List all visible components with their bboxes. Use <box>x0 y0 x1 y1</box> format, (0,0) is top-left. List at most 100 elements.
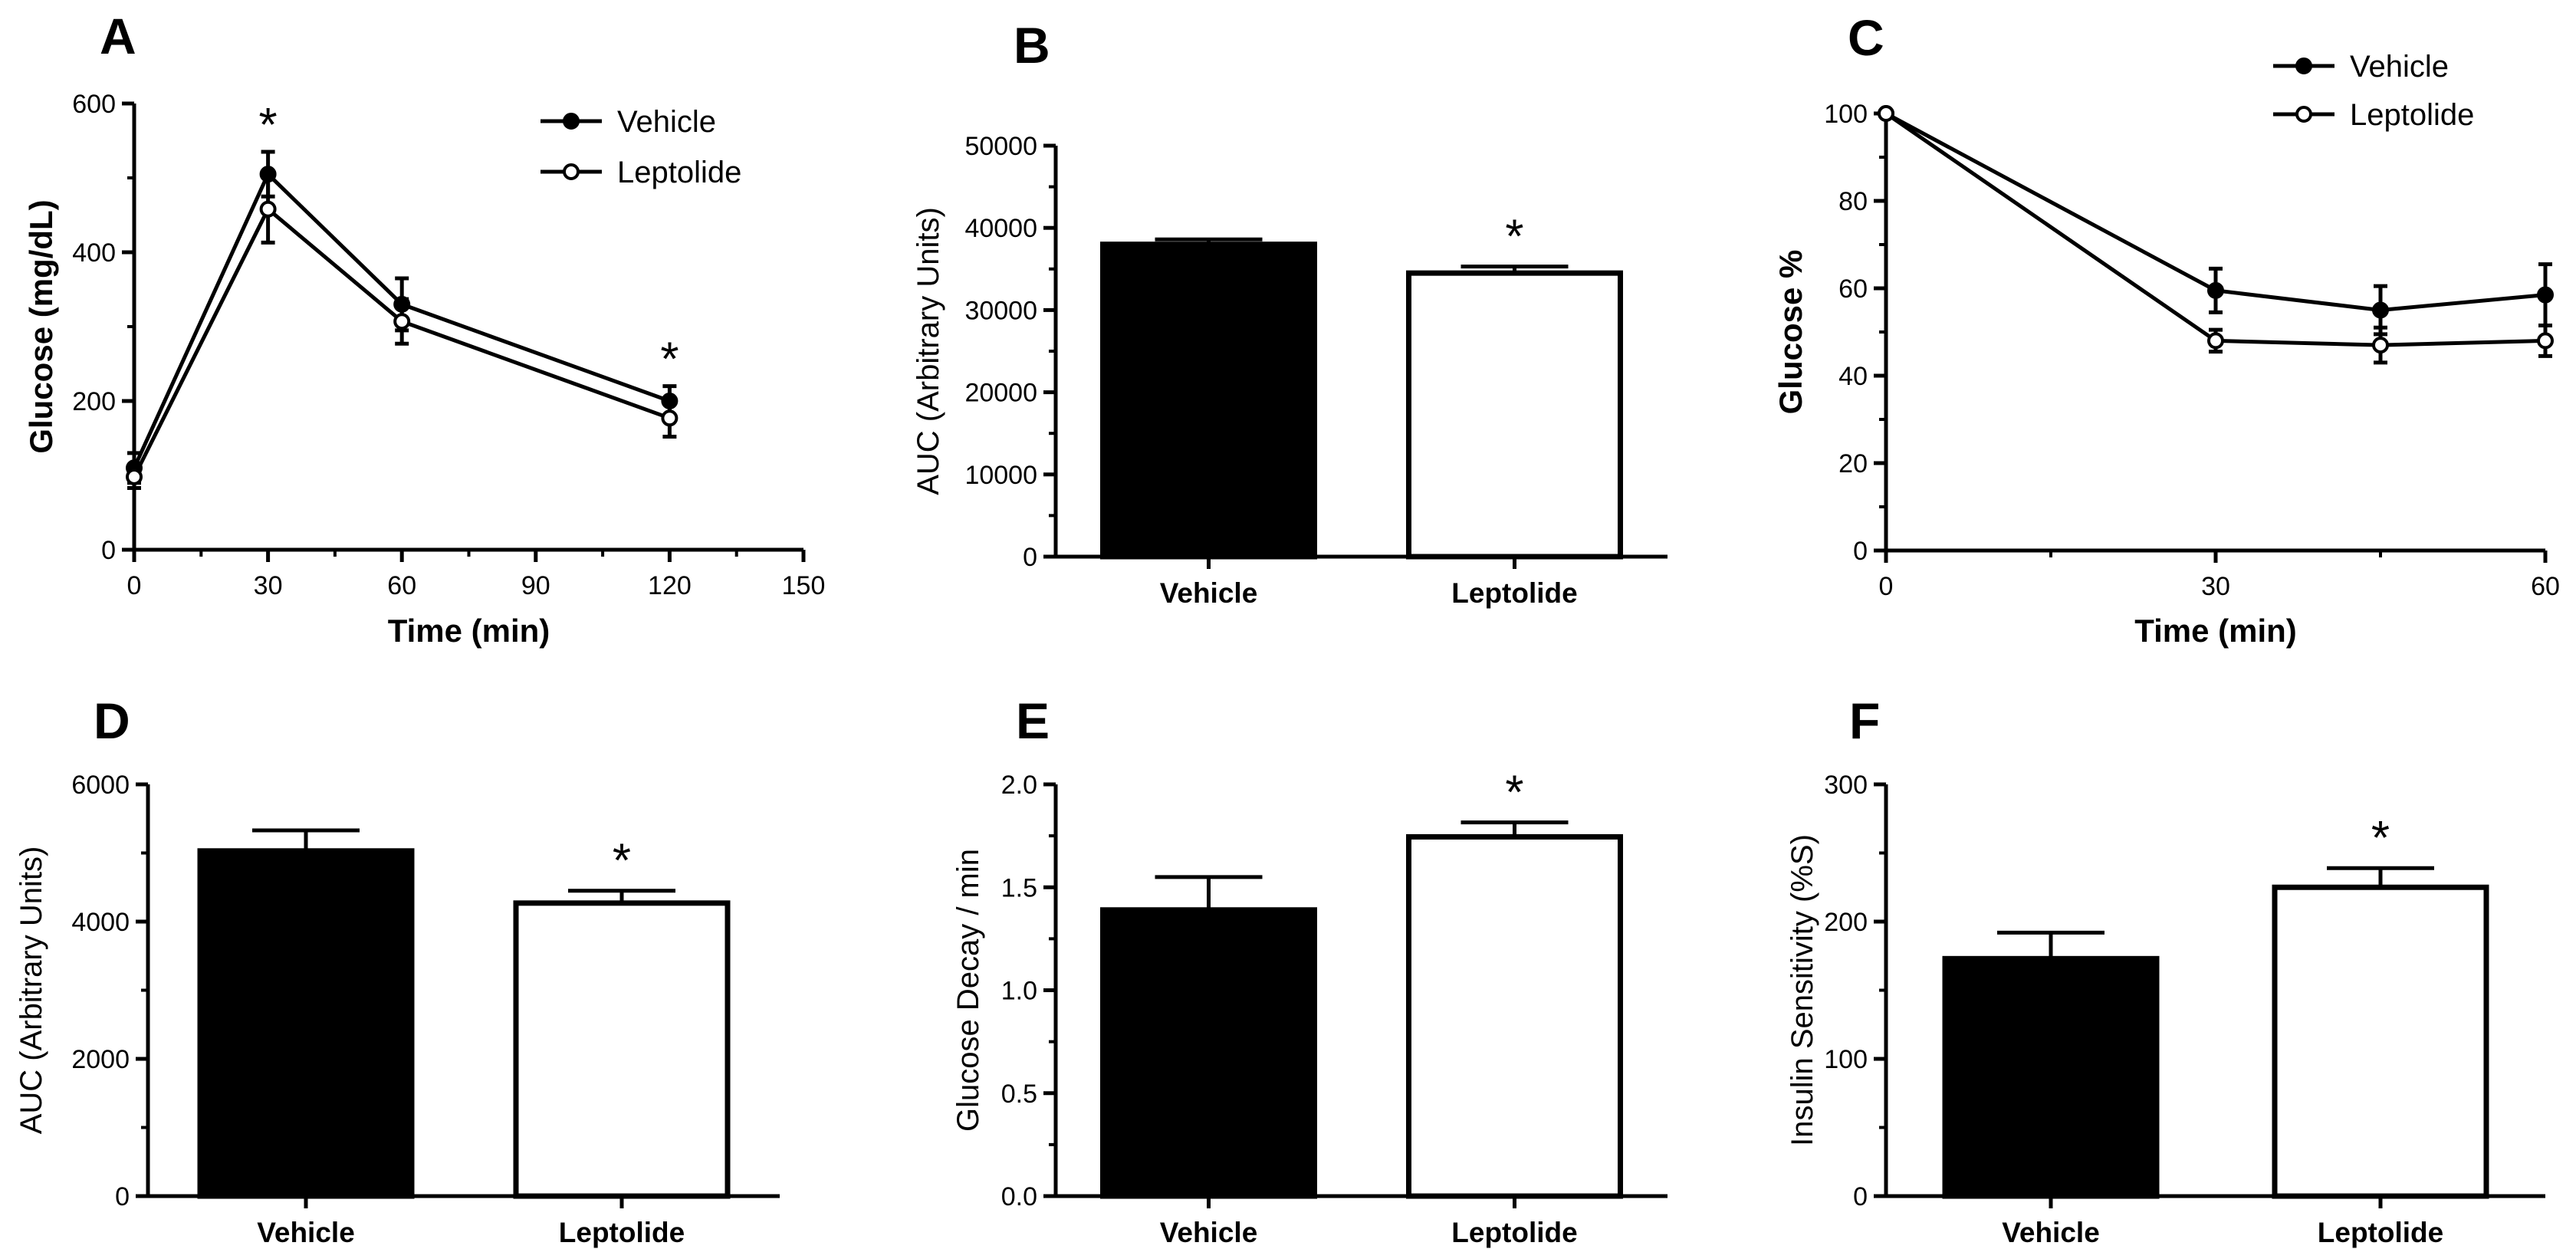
panel-a-data-point-leptolide <box>661 409 678 427</box>
panel-a-series-line-vehicle <box>132 170 671 469</box>
panel-b-y-tick-label: 50000 <box>964 132 1037 161</box>
panel-c-legend-marker-vehicle <box>2295 58 2312 74</box>
panel-letter-f: F <box>1849 692 1880 749</box>
panel-a-legend-marker-vehicle <box>563 113 580 130</box>
panel-d-bar-vehicle <box>197 848 415 1199</box>
panel-e-category-label: Leptolide <box>1451 1217 1577 1248</box>
panel-letter-c: C <box>1848 9 1884 66</box>
panel-b-significance-star: * <box>1505 211 1523 264</box>
panel-letter-b: B <box>1014 17 1050 74</box>
panel-b-y-tick-label: 0 <box>1023 543 1037 572</box>
panel-a-legend-label-vehicle: Vehicle <box>617 105 716 139</box>
panel-c-y-tick-label: 100 <box>1824 100 1868 129</box>
panel-c-x-tick-label: 60 <box>2531 572 2560 601</box>
panel-c-x-axis-title: Time (min) <box>2134 613 2297 649</box>
panel-f-bar-leptolide <box>2272 884 2489 1199</box>
panel-f-bar-vehicle <box>1942 955 2160 1199</box>
panel-f-y-tick-label: 200 <box>1824 908 1868 937</box>
panel-e-y-tick-label: 1.0 <box>1001 977 1037 1006</box>
panel-e-y-tick-label: 1.5 <box>1001 873 1037 902</box>
panel-c-legend-marker-leptolide <box>2295 106 2312 123</box>
panel-b-y-tick-label: 10000 <box>964 461 1037 490</box>
panel-b-y-tick-label: 30000 <box>964 296 1037 325</box>
panel-c-series-line-leptolide <box>1884 111 2546 347</box>
panel-f-significance-star: * <box>2371 812 2390 865</box>
panel-b-y-tick-label: 40000 <box>964 214 1037 243</box>
panel-c-data-point-leptolide <box>1878 105 1894 122</box>
panel-c-data-point-leptolide <box>2372 337 2389 354</box>
panel-d-category-label: Vehicle <box>257 1217 355 1248</box>
panel-c-series-line-vehicle <box>1884 111 2546 313</box>
panel-f-category-label: Leptolide <box>2318 1217 2443 1248</box>
panel-a-x-tick-label: 60 <box>387 571 416 600</box>
panel-c-legend-label-leptolide: Leptolide <box>2350 98 2474 132</box>
panel-a-significance-star: * <box>259 99 278 152</box>
panel-c-data-point-vehicle <box>2207 281 2224 299</box>
panel-d-y-tick-label: 4000 <box>71 908 130 937</box>
panel-f-y-tick-label: 0 <box>1853 1182 1868 1211</box>
panel-a-data-point-vehicle <box>393 295 411 313</box>
panel-a-legend-label-leptolide: Leptolide <box>617 156 741 189</box>
panel-b-y-tick-label: 20000 <box>964 379 1037 408</box>
panel-f-category-label: Vehicle <box>2002 1217 2100 1248</box>
panel-a-y-tick-label: 400 <box>72 238 116 268</box>
panel-c-y-axis-title: Glucose % <box>1773 250 1809 415</box>
panel-c-y-tick-label: 40 <box>1838 362 1868 391</box>
panel-c-y-tick-label: 0 <box>1853 537 1868 566</box>
panel-e-y-axis-title: Glucose Decay / min <box>951 849 985 1132</box>
panel-a-x-tick-label: 120 <box>648 571 692 600</box>
panel-e-bar-leptolide <box>1406 833 1623 1199</box>
panel-d-significance-star: * <box>613 835 631 888</box>
panel-c-legend-label-vehicle: Vehicle <box>2350 50 2449 84</box>
panel-a-legend-marker-leptolide <box>563 163 580 180</box>
panel-a-x-tick-label: 150 <box>782 571 826 600</box>
panel-b-bar-leptolide <box>1406 270 1623 560</box>
panel-e-bar-vehicle <box>1100 907 1317 1199</box>
panel-a-x-axis-title: Time (min) <box>388 613 550 649</box>
panel-c-x-tick-label: 0 <box>1879 572 1894 601</box>
panel-d-y-tick-label: 0 <box>115 1182 130 1211</box>
panel-c-y-tick-label: 20 <box>1838 449 1868 478</box>
panel-e-y-tick-label: 2.0 <box>1001 771 1037 800</box>
panel-e-significance-star: * <box>1505 767 1523 820</box>
panel-c-line-chart: 0 20 40 60 80 100 Glucose % 0 30 60 Time (min) Vehi… <box>1773 50 2560 649</box>
panel-c-x-tick-label: 30 <box>2201 572 2230 601</box>
panel-c-y-tick-label: 60 <box>1838 274 1868 304</box>
panel-a-data-point-vehicle <box>661 393 678 409</box>
panel-d-bar-leptolide <box>513 900 731 1199</box>
panel-e-y-tick-label: 0.0 <box>1001 1182 1037 1211</box>
panel-a-y-tick-label: 600 <box>72 90 116 119</box>
panel-c-y-tick-label: 80 <box>1838 187 1868 216</box>
panel-c-data-point-vehicle <box>2537 286 2554 304</box>
panel-a-y-tick-label: 200 <box>72 387 116 416</box>
panel-f-y-tick-label: 300 <box>1824 771 1868 800</box>
panel-a-significance-star: * <box>660 334 678 386</box>
panel-b-category-label: Leptolide <box>1451 577 1577 609</box>
panel-b-bar-chart: 0 10000 20000 30000 40000 50000 AUC (Arbitrary… <box>912 132 1668 609</box>
panel-a-data-point-leptolide <box>126 468 143 485</box>
panel-b-category-label: Vehicle <box>1160 577 1258 609</box>
panel-f-y-axis-title: Insulin Sensitivity (%S) <box>1786 834 1819 1146</box>
panel-b-y-axis-title: AUC (Arbitrary Units) <box>912 207 945 495</box>
panel-c-data-point-vehicle <box>2372 301 2389 319</box>
panel-e-y-tick-label: 0.5 <box>1001 1080 1037 1109</box>
panel-letter-a: A <box>100 8 136 64</box>
panel-d-y-axis-title: AUC (Arbitrary Units) <box>15 846 48 1135</box>
panel-a-data-point-leptolide <box>259 200 277 218</box>
panel-c-data-point-leptolide <box>2537 332 2554 350</box>
panel-d-y-tick-label: 2000 <box>71 1045 130 1074</box>
panel-a-line-chart: 0 200 400 600 Glucose (mg/dL) 0 30 60 90 120 150 Ti… <box>23 90 825 649</box>
panel-e-bar-chart: 0.0 0.5 1.0 1.5 2.0 Glucose Decay / min Vehicl… <box>951 767 1668 1248</box>
panel-a-data-point-vehicle <box>259 166 277 183</box>
panel-f-bar-chart: 0 100 200 300 Insulin Sensitivity (%S) Vehicl… <box>1786 771 2545 1248</box>
panel-e-category-label: Vehicle <box>1160 1217 1258 1248</box>
panel-f-y-tick-label: 100 <box>1824 1045 1868 1074</box>
panel-a-data-point-leptolide <box>393 313 411 330</box>
panel-letter-d: D <box>94 692 130 749</box>
panel-letter-e: E <box>1016 692 1050 749</box>
panel-a-y-tick-label: 0 <box>101 536 116 565</box>
panel-a-y-axis-title: Glucose (mg/dL) <box>23 199 59 453</box>
panel-c-data-point-leptolide <box>2207 332 2224 350</box>
panel-a-series-line-leptolide <box>132 205 671 478</box>
